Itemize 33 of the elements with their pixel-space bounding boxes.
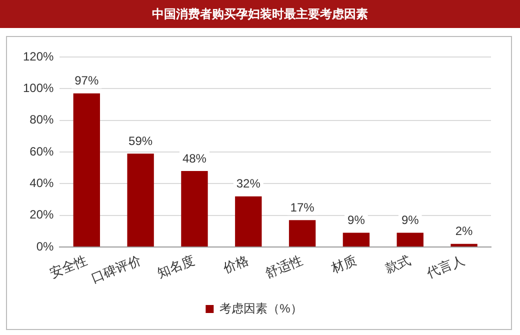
y-tick-label: 40% xyxy=(30,176,54,190)
x-tick-label: 安全性 xyxy=(47,252,90,282)
text: 32% xyxy=(236,176,260,191)
bar xyxy=(342,232,370,247)
bar xyxy=(235,196,262,247)
x-tick-label: 口碑评价 xyxy=(90,253,144,287)
y-tick-label: 20% xyxy=(30,208,54,222)
bar xyxy=(450,244,478,247)
y-tick-label: 60% xyxy=(30,144,54,158)
x-tick-label: 舒适性 xyxy=(263,253,306,282)
text: 17% xyxy=(290,200,314,214)
y-tick-label: 120% xyxy=(22,49,54,64)
x-tick-label: 知名度 xyxy=(155,252,198,282)
x-tick-label: 代言人 xyxy=(424,252,467,282)
x-tick-label: 价格 xyxy=(220,253,252,278)
bar xyxy=(288,220,316,247)
legend-label: 考虑因素（%） xyxy=(220,301,302,316)
text: 97% xyxy=(74,74,99,88)
x-tick-label: 材质 xyxy=(328,253,359,278)
y-tick-label: 0% xyxy=(36,239,54,254)
text: 9% xyxy=(348,213,365,228)
chart-title: 中国消费者购买孕妇装时最主要考虑因素 xyxy=(0,0,520,28)
bar xyxy=(127,154,154,247)
y-tick-label: 80% xyxy=(30,112,54,127)
bar xyxy=(396,232,424,247)
bar xyxy=(181,171,208,247)
text: 48% xyxy=(182,151,206,166)
bar xyxy=(73,93,100,247)
text: 59% xyxy=(128,134,153,148)
text: 9% xyxy=(401,213,419,228)
y-tick-label: 100% xyxy=(22,80,54,95)
text: 2% xyxy=(455,224,473,238)
x-tick-label: 款式 xyxy=(383,253,413,277)
